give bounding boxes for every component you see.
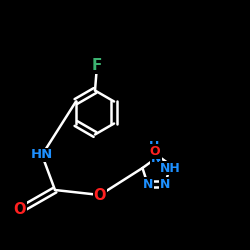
Text: N: N	[160, 178, 170, 191]
Text: O: O	[14, 202, 26, 218]
Text: H: H	[148, 140, 159, 153]
Text: HN: HN	[31, 148, 53, 162]
Text: F: F	[92, 58, 102, 73]
Text: O: O	[150, 145, 160, 158]
Text: O: O	[94, 188, 106, 202]
Text: NH: NH	[160, 162, 180, 174]
Text: N: N	[151, 152, 162, 164]
Text: N: N	[142, 178, 153, 191]
